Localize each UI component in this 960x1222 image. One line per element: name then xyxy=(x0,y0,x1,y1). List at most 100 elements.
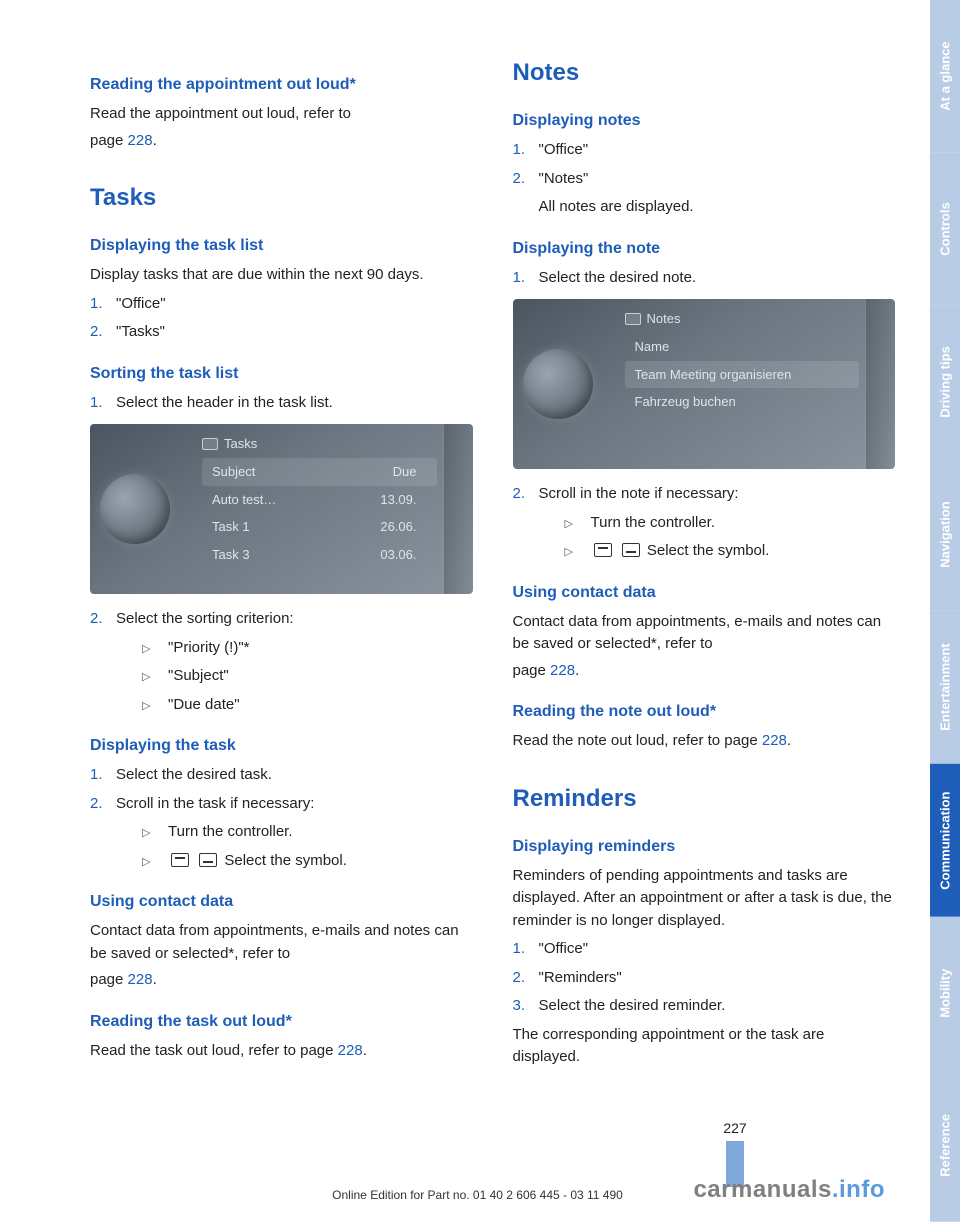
watermark-text: carmanuals xyxy=(693,1176,831,1203)
text: "Tasks" xyxy=(116,323,165,340)
list-item: "Due date" xyxy=(142,694,473,717)
screenshot-header: Notes xyxy=(625,309,681,329)
screenshot-edge xyxy=(865,299,895,469)
text: "Office" xyxy=(539,141,589,158)
list-number: 2. xyxy=(90,321,103,344)
text: Turn the controller. xyxy=(591,514,716,531)
text: "Priority (!)"* xyxy=(168,639,249,656)
scroll-up-icon xyxy=(171,853,189,867)
list-number: 2. xyxy=(513,168,526,191)
text: "Office" xyxy=(539,940,589,957)
heading-tasks: Tasks xyxy=(90,180,473,216)
heading-displaying-notes: Displaying notes xyxy=(513,109,896,133)
text: page xyxy=(90,971,128,988)
list-item: Select the symbol. xyxy=(565,540,896,563)
text: "Reminders" xyxy=(539,969,622,986)
list-number: 1. xyxy=(90,392,103,415)
text: "Subject" xyxy=(168,667,229,684)
ordered-list: 1."Office" 2. "Notes" All notes are displ… xyxy=(513,139,896,219)
tab-controls[interactable]: Controls xyxy=(930,153,960,306)
col-header: Subject xyxy=(212,462,338,482)
page-link[interactable]: 228 xyxy=(762,732,787,749)
list-item: 3.Select the desired reminder. xyxy=(513,995,896,1018)
text: page xyxy=(513,662,551,679)
scroll-up-icon xyxy=(594,543,612,557)
list-item: Turn the controller. xyxy=(142,821,473,844)
text: Contact data from appointments, e-mails … xyxy=(90,920,473,965)
page-link[interactable]: 228 xyxy=(550,662,575,679)
screenshot-title: Tasks xyxy=(224,434,257,454)
text: . xyxy=(575,662,579,679)
cell: Task 1 xyxy=(212,517,338,537)
col-header: Due xyxy=(338,462,427,482)
watermark-text: .info xyxy=(832,1176,885,1203)
heading-notes: Notes xyxy=(513,55,896,91)
list-item: 2.Select the sorting criterion: "Priorit… xyxy=(90,608,473,716)
page-link[interactable]: 228 xyxy=(128,132,153,149)
idrive-knob-icon xyxy=(523,349,593,419)
cell: Task 3 xyxy=(212,545,338,565)
text: Display tasks that are due within the ne… xyxy=(90,264,473,287)
idrive-screenshot-notes: Notes Name Team Meeting organisieren Fah… xyxy=(513,299,896,469)
list-item: 1. Select the desired note. xyxy=(513,267,896,290)
heading-using-contact-data: Using contact data xyxy=(90,890,473,914)
text: Read the note out loud, refer to page 22… xyxy=(513,730,896,753)
tab-entertainment[interactable]: Entertainment xyxy=(930,611,960,764)
text: . xyxy=(153,132,157,149)
text: page xyxy=(90,132,128,149)
tab-navigation[interactable]: Navigation xyxy=(930,458,960,611)
list-item: Turn the controller. xyxy=(565,512,896,535)
table-row: Auto test… 13.09. xyxy=(202,486,437,514)
text: page 228. xyxy=(90,969,473,992)
heading-displaying-note: Displaying the note xyxy=(513,237,896,261)
content-area: Reading the appointment out loud* Read t… xyxy=(0,0,930,1222)
list-item: 2. "Notes" All notes are displayed. xyxy=(513,168,896,219)
left-column: Reading the appointment out loud* Read t… xyxy=(90,55,473,1182)
text: page 228. xyxy=(513,660,896,683)
ordered-list: 1.Select the desired task. 2.Scroll in t… xyxy=(90,764,473,872)
page-number: 227 xyxy=(715,1118,755,1139)
text: Scroll in the note if necessary: xyxy=(539,485,739,502)
page-link[interactable]: 228 xyxy=(338,1042,363,1059)
text: Select the desired note. xyxy=(539,269,697,286)
heading-reading-task: Reading the task out loud* xyxy=(90,1010,473,1034)
table-row: Team Meeting organisieren xyxy=(625,361,860,389)
list-number: 2. xyxy=(90,608,103,631)
heading-reading-appointment: Reading the appointment out loud* xyxy=(90,73,473,97)
text: . xyxy=(787,732,791,749)
text: The corresponding appointment or the tas… xyxy=(513,1024,896,1069)
list-number: 1. xyxy=(513,267,526,290)
list-number: 2. xyxy=(90,793,103,816)
text: Select the desired task. xyxy=(116,766,272,783)
text: All notes are displayed. xyxy=(539,196,896,219)
tab-mobility[interactable]: Mobility xyxy=(930,917,960,1070)
text: Contact data from appointments, e-mails … xyxy=(513,611,896,656)
idrive-knob-icon xyxy=(100,474,170,544)
cell: 13.09. xyxy=(338,490,427,510)
text: Read the task out loud, refer to page xyxy=(90,1042,338,1059)
text: Select the desired reminder. xyxy=(539,997,726,1014)
list-item: 1."Office" xyxy=(513,139,896,162)
scroll-down-icon xyxy=(199,853,217,867)
ordered-list: 2.Select the sorting criterion: "Priorit… xyxy=(90,608,473,716)
tab-at-a-glance[interactable]: At a glance xyxy=(930,0,960,153)
tab-driving-tips[interactable]: Driving tips xyxy=(930,306,960,459)
text: "Notes" xyxy=(539,170,589,187)
watermark: carmanuals.info xyxy=(693,1172,885,1208)
right-column: Notes Displaying notes 1."Office" 2."Not… xyxy=(513,55,896,1182)
text: Select the header in the task list. xyxy=(116,394,333,411)
heading-displaying-task: Displaying the task xyxy=(90,734,473,758)
list-item: 1.Select the desired task. xyxy=(90,764,473,787)
table-row: Task 3 03.06. xyxy=(202,541,437,569)
screenshot-edge xyxy=(443,424,473,594)
screenshot-header: Tasks xyxy=(202,434,257,454)
tab-communication[interactable]: Communication xyxy=(930,764,960,917)
bullet-list: Turn the controller. Select the symbol. xyxy=(142,821,473,872)
table-row: Task 1 26.06. xyxy=(202,513,437,541)
text: Read the note out loud, refer to page xyxy=(513,732,762,749)
bullet-list: Turn the controller. Select the symbol. xyxy=(565,512,896,563)
tab-reference[interactable]: Reference xyxy=(930,1069,960,1222)
table-row: Fahrzeug buchen xyxy=(625,388,860,416)
folder-icon xyxy=(202,438,218,450)
page-link[interactable]: 228 xyxy=(128,971,153,988)
